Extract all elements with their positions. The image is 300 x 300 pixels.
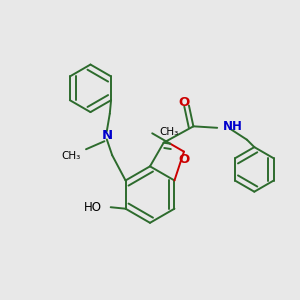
Text: N: N	[101, 129, 112, 142]
Text: O: O	[178, 96, 189, 109]
Text: CH₃: CH₃	[160, 127, 179, 137]
Text: O: O	[178, 152, 190, 166]
Text: CH₃: CH₃	[62, 151, 81, 161]
Text: NH: NH	[223, 120, 243, 134]
Text: HO: HO	[84, 201, 102, 214]
